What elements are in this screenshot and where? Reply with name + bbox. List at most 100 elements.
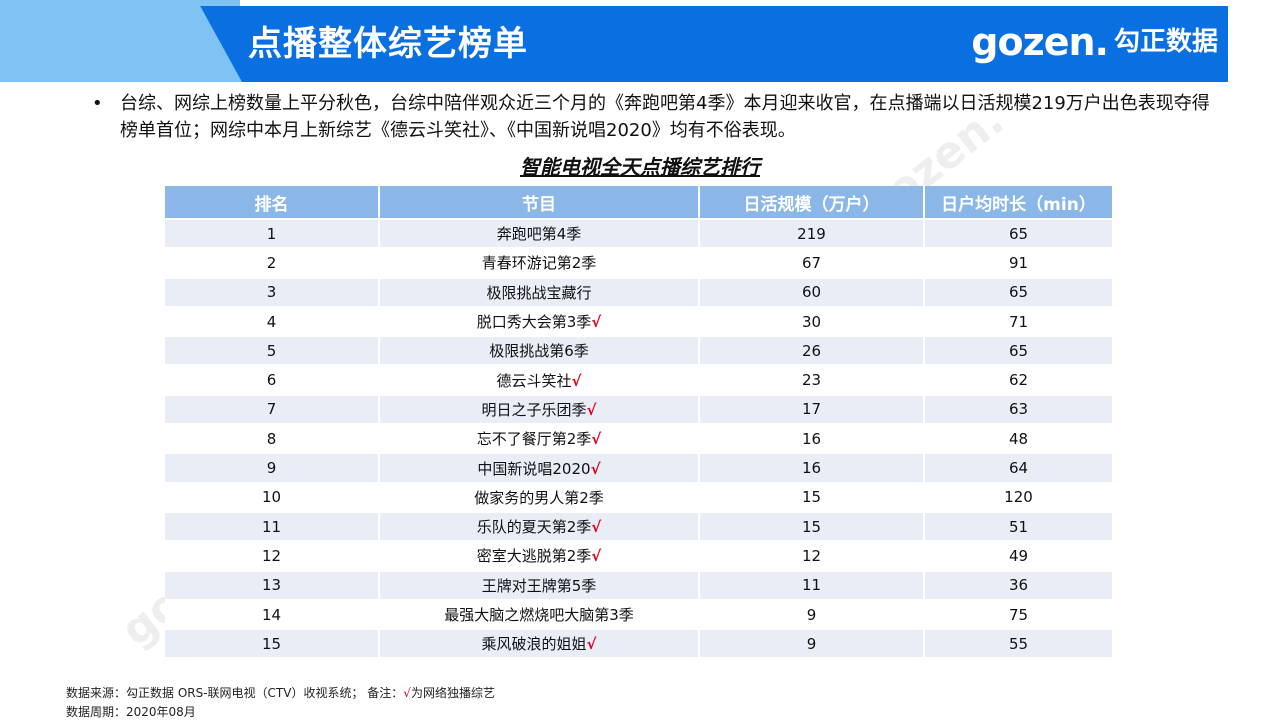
cell-rank: 1	[165, 218, 380, 248]
table-row: 1 奔跑吧第4季 219 65	[165, 218, 1112, 248]
program-name: 极限挑战宝藏行	[486, 283, 592, 302]
program-name: 奔跑吧第4季	[496, 225, 582, 244]
table-row: 6 德云斗笑社√ 23 62	[165, 364, 1112, 394]
cell-program: 最强大脑之燃烧吧大脑第3季	[380, 598, 700, 629]
program-name: 密室大逃脱第2季	[476, 547, 592, 566]
note-check-mark: √	[403, 686, 411, 700]
cell-duration: 71	[925, 305, 1112, 336]
cell-duration: 91	[925, 247, 1112, 277]
logo-text: 勾正数据	[1113, 27, 1218, 57]
cell-program: 极限挑战宝藏行	[380, 276, 700, 306]
cell-program: 王牌对王牌第5季	[380, 569, 700, 599]
cell-dau: 15	[700, 510, 925, 541]
cell-program: 密室大逃脱第2季√	[380, 540, 700, 570]
cell-rank: 14	[165, 598, 380, 629]
table-row: 5 极限挑战第6季 26 65	[165, 335, 1112, 365]
table-row: 7 明日之子乐团季√ 17 63	[165, 393, 1112, 424]
cell-dau: 16	[700, 452, 925, 482]
cell-program: 明日之子乐团季√	[380, 393, 700, 424]
cell-rank: 2	[165, 247, 380, 277]
summary-text: 台综、网综上榜数量上平分秋色，台综中陪伴观众近三个月的《奔跑吧第4季》本月迎来收…	[120, 93, 1210, 141]
cell-dau: 26	[700, 335, 925, 365]
cell-dau: 9	[700, 598, 925, 629]
program-name: 德云斗笑社	[496, 371, 572, 390]
table-row: 14 最强大脑之燃烧吧大脑第3季 9 75	[165, 598, 1112, 629]
table-row: 10 做家务的男人第2季 15 120	[165, 481, 1112, 511]
cell-program: 乘风破浪的姐姐√	[380, 628, 700, 658]
cell-rank: 12	[165, 540, 380, 570]
cell-duration: 55	[925, 628, 1112, 658]
table-header-row: 排名 节目 日活规模（万户） 日户均时长（min）	[165, 186, 1112, 218]
table-row: 15 乘风破浪的姐姐√ 9 55	[165, 628, 1112, 658]
cell-program: 做家务的男人第2季	[380, 481, 700, 511]
cell-dau: 12	[700, 540, 925, 570]
program-name: 脱口秀大会第3季	[476, 313, 592, 332]
exclusive-check-icon: √	[591, 547, 602, 566]
gozen-logo: gozen. 勾正数据	[971, 18, 1218, 66]
cell-dau: 9	[700, 628, 925, 658]
cell-duration: 65	[925, 218, 1112, 248]
cell-dau: 60	[700, 276, 925, 306]
table-row: 13 王牌对王牌第5季 11 36	[165, 569, 1112, 599]
cell-duration: 36	[925, 569, 1112, 599]
cell-duration: 65	[925, 276, 1112, 306]
program-name: 明日之子乐团季	[481, 400, 587, 419]
exclusive-check-icon: √	[586, 635, 597, 654]
table-row: 12 密室大逃脱第2季√ 12 49	[165, 540, 1112, 570]
table-row: 9 中国新说唱2020√ 16 64	[165, 452, 1112, 482]
cell-program: 脱口秀大会第3季√	[380, 305, 700, 336]
program-name: 最强大脑之燃烧吧大脑第3季	[444, 606, 634, 624]
cell-duration: 48	[925, 423, 1112, 453]
cell-duration: 51	[925, 510, 1112, 541]
cell-duration: 63	[925, 393, 1112, 424]
cell-program: 奔跑吧第4季	[380, 218, 700, 248]
cell-program: 极限挑战第6季	[380, 335, 700, 365]
exclusive-check-icon: √	[591, 518, 602, 537]
bullet-dot: •	[92, 93, 103, 114]
exclusive-check-icon: √	[591, 430, 602, 449]
cell-rank: 4	[165, 305, 380, 336]
cell-program: 忘不了餐厅第2季√	[380, 423, 700, 453]
exclusive-check-icon: √	[571, 371, 582, 390]
program-name: 极限挑战第6季	[489, 342, 589, 361]
footer: 数据来源：勾正数据 ORS-联网电视（CTV）收视系统； 备注：√为网络独播综艺…	[66, 684, 495, 722]
cell-duration: 64	[925, 452, 1112, 482]
note-text: 为网络独播综艺	[410, 686, 495, 700]
cell-rank: 6	[165, 364, 380, 394]
cell-rank: 15	[165, 628, 380, 658]
cell-dau: 16	[700, 423, 925, 453]
table-row: 4 脱口秀大会第3季√ 30 71	[165, 305, 1112, 336]
program-name: 忘不了餐厅第2季	[476, 430, 592, 449]
header-banner	[52, 6, 1228, 82]
table-title: 智能电视全天点播综艺排行	[520, 155, 760, 179]
program-name: 王牌对王牌第5季	[481, 576, 597, 595]
cell-rank: 3	[165, 276, 380, 306]
program-name: 乐队的夏天第2季	[476, 518, 592, 537]
ranking-table: 排名 节目 日活规模（万户） 日户均时长（min） 1 奔跑吧第4季 219 65 2 青…	[165, 186, 1112, 658]
cell-rank: 9	[165, 452, 380, 482]
table-row: 2 青春环游记第2季 67 91	[165, 247, 1112, 277]
program-name: 乘风破浪的姐姐	[481, 635, 587, 654]
table-row: 8 忘不了餐厅第2季√ 16 48	[165, 423, 1112, 453]
cell-dau: 17	[700, 393, 925, 424]
cell-dau: 67	[700, 247, 925, 277]
exclusive-check-icon: √	[586, 400, 597, 419]
cell-program: 青春环游记第2季	[380, 247, 700, 277]
header-dau: 日活规模（万户）	[700, 186, 925, 218]
footer-source-line: 数据来源：勾正数据 ORS-联网电视（CTV）收视系统； 备注：√为网络独播综艺	[66, 684, 495, 703]
cell-duration: 62	[925, 364, 1112, 394]
program-name: 中国新说唱2020	[477, 459, 591, 478]
cell-duration: 75	[925, 598, 1112, 629]
table-body: 1 奔跑吧第4季 219 65 2 青春环游记第2季 67 91 3 极限挑战宝藏行 60 65 4 脱口…	[165, 218, 1112, 658]
cell-duration: 49	[925, 540, 1112, 570]
header-program: 节目	[380, 186, 700, 218]
cell-dau: 219	[700, 218, 925, 248]
header-rank: 排名	[165, 186, 380, 218]
summary-bullet: • 台综、网综上榜数量上平分秋色，台综中陪伴观众近三个月的《奔跑吧第4季》本月迎…	[92, 90, 1212, 144]
program-name: 青春环游记第2季	[481, 254, 597, 273]
cell-rank: 7	[165, 393, 380, 424]
table-row: 11 乐队的夏天第2季√ 15 51	[165, 510, 1112, 541]
cell-dau: 30	[700, 305, 925, 336]
cell-rank: 11	[165, 510, 380, 541]
header-duration: 日户均时长（min）	[925, 186, 1112, 218]
